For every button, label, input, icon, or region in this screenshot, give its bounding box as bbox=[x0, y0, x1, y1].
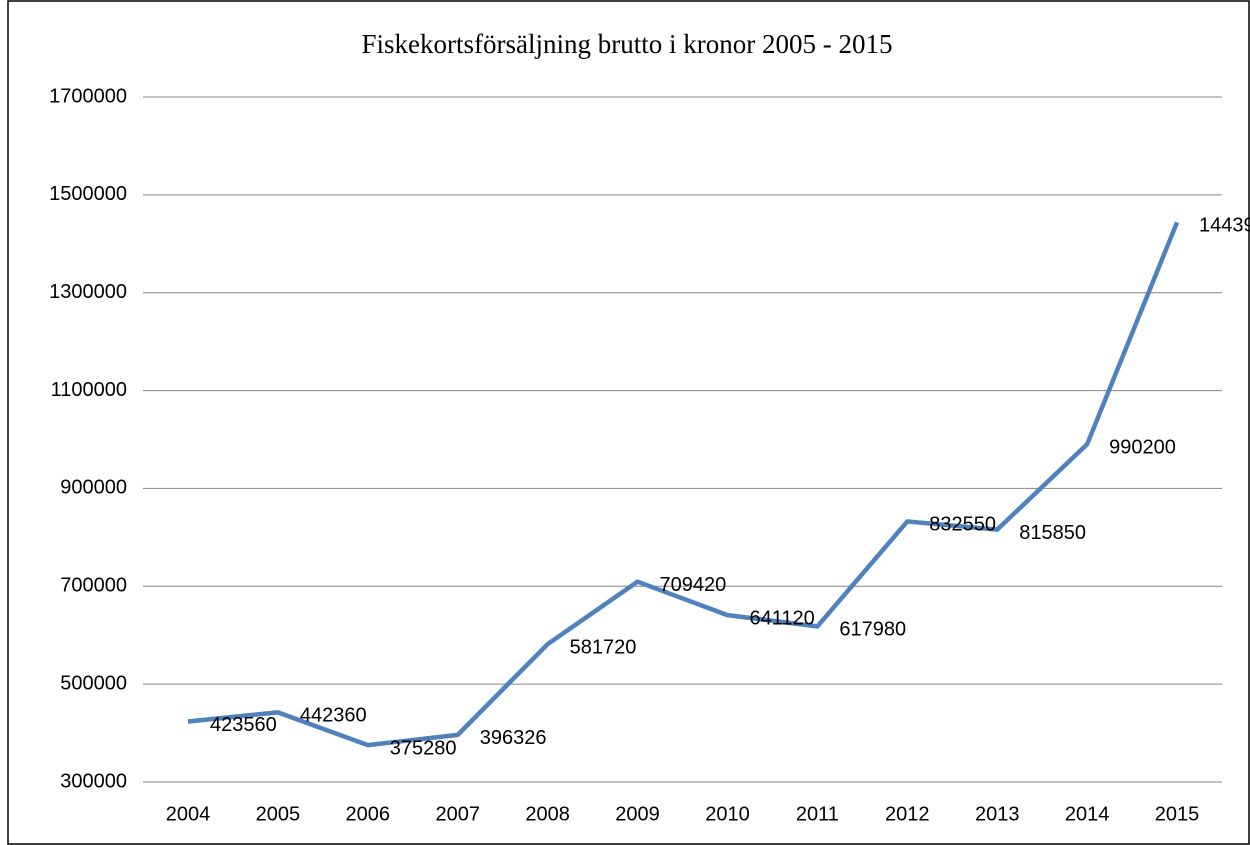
data-label: 990200 bbox=[1109, 437, 1176, 459]
x-tick-label: 2013 bbox=[975, 803, 1020, 825]
data-label: 832550 bbox=[929, 514, 996, 536]
data-label: 581720 bbox=[570, 636, 637, 658]
data-label: 709420 bbox=[660, 574, 727, 596]
data-label: 442360 bbox=[300, 705, 367, 727]
y-tick-label: 900000 bbox=[60, 477, 127, 499]
data-label: 617980 bbox=[839, 619, 906, 641]
chart-title: Fiskekortsförsäljning brutto i kronor 20… bbox=[362, 29, 893, 59]
y-tick-label: 700000 bbox=[60, 575, 127, 597]
data-label: 815850 bbox=[1019, 522, 1086, 544]
x-tick-label: 2007 bbox=[435, 803, 480, 825]
data-label: 1443900 bbox=[1199, 215, 1250, 237]
x-tick-label: 2010 bbox=[705, 803, 750, 825]
x-tick-label: 2005 bbox=[256, 803, 301, 825]
y-tick-label: 500000 bbox=[60, 672, 127, 694]
y-tick-label: 300000 bbox=[60, 770, 127, 792]
x-tick-label: 2009 bbox=[615, 803, 660, 825]
data-label: 423560 bbox=[210, 714, 277, 736]
x-tick-label: 2004 bbox=[166, 803, 211, 825]
data-label: 396326 bbox=[480, 727, 547, 749]
data-label: 375280 bbox=[390, 737, 457, 759]
y-tick-label: 1100000 bbox=[51, 379, 127, 401]
y-tick-label: 1300000 bbox=[49, 281, 127, 303]
chart-border bbox=[7, 0, 1250, 845]
x-tick-label: 2015 bbox=[1155, 803, 1200, 825]
x-tick-label: 2011 bbox=[796, 803, 839, 825]
x-tick-label: 2008 bbox=[525, 803, 570, 825]
x-tick-label: 2006 bbox=[346, 803, 391, 825]
x-tick-label: 2012 bbox=[885, 803, 930, 825]
data-label: 641120 bbox=[749, 607, 814, 629]
y-tick-label: 1500000 bbox=[49, 183, 127, 205]
x-tick-label: 2014 bbox=[1065, 803, 1110, 825]
y-tick-label: 1700000 bbox=[49, 85, 127, 107]
data-line bbox=[187, 221, 1180, 748]
